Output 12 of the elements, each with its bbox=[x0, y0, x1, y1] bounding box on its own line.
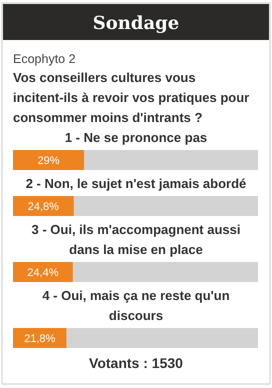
chart-subtitle: Ecophyto 2 bbox=[13, 52, 76, 66]
data-label: 24,4% bbox=[27, 267, 59, 279]
data-label: 29% bbox=[38, 155, 60, 167]
data-label: 24,8% bbox=[28, 201, 60, 213]
y-tick-label: 2 - Non, le sujet n'est jamais abordé bbox=[26, 176, 246, 191]
data-label: 21,8% bbox=[24, 333, 56, 345]
y-tick-label: 3 - Oui, ils m'accompagnent aussi dans la mise en place bbox=[32, 222, 240, 257]
text: Votants : 1530 bbox=[89, 355, 184, 371]
y-tick-label: 1 - Ne se prononce pas bbox=[64, 130, 208, 145]
text: Vos conseillers cultures vous incitent-ils à revoir vos pratiques pour consommer moins d'intrants ? bbox=[13, 70, 250, 125]
y-tick-label: 4 - Oui, mais ça ne reste qu'un discours bbox=[42, 288, 230, 323]
chart-title: Sondage bbox=[92, 13, 180, 34]
